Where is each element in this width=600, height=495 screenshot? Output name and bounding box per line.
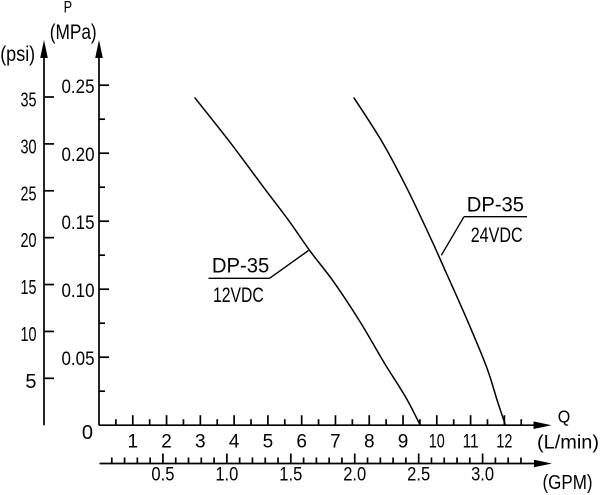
gpm-tick-label: 2.0: [343, 465, 366, 486]
origin-label: 0: [82, 422, 93, 444]
mpa-axis-arrow: [95, 40, 103, 58]
series-curve-12vdc: [194, 96, 421, 426]
lmin-tick-label: 1: [127, 432, 138, 453]
axis-title-gpm: (GPM): [543, 472, 593, 494]
lmin-tick-label: 7: [330, 432, 341, 453]
psi-tick-label: 30: [21, 136, 37, 158]
lmin-tick-label: 9: [398, 432, 409, 453]
mpa-tick-label: 0.10: [62, 281, 95, 302]
lmin-tick-label: 6: [296, 432, 307, 453]
gpm-tick-label: 2.5: [407, 465, 430, 486]
psi-tick-label: 10: [21, 324, 37, 346]
mpa-tick-label: 0.20: [62, 145, 95, 166]
axis-title-lmin: (L/min): [537, 433, 599, 454]
psi-axis-arrow: [40, 40, 48, 58]
gpm-tick-label: 1.5: [279, 465, 302, 486]
lmin-tick-label: 3: [195, 432, 206, 453]
callout-leader-24vdc: [440, 216, 465, 256]
axis-title-mpa: (MPa): [50, 21, 97, 44]
callout-model-12vdc: DP-35: [212, 254, 269, 278]
lmin-axis-arrow: [533, 421, 552, 429]
mpa-tick-label: 0.05: [62, 349, 95, 370]
psi-tick-label: 5: [25, 371, 36, 393]
callout-leader-12vdc: [269, 249, 309, 279]
callout-model-24vdc: DP-35: [467, 192, 524, 216]
gpm-tick-label: 1.0: [215, 465, 238, 486]
mpa-tick-label: 0.25: [62, 77, 95, 98]
psi-tick-label: 25: [21, 183, 37, 205]
lmin-tick-label: 4: [229, 432, 240, 453]
callout-voltage-24vdc: 24VDC: [471, 223, 523, 247]
gpm-tick-label: 0.5: [151, 465, 174, 486]
lmin-tick-label: 10: [429, 432, 445, 453]
axis-title-p: P: [64, 0, 73, 17]
psi-tick-label: 20: [21, 230, 37, 252]
gpm-tick-label: 3.0: [471, 465, 494, 486]
axis-title-q: Q: [558, 407, 571, 427]
lmin-tick-label: 2: [161, 432, 172, 453]
axis-title-psi: (psi): [0, 43, 35, 66]
lmin-tick-label: 8: [364, 432, 375, 453]
lmin-tick-label: 11: [463, 432, 479, 453]
lmin-tick-label: 5: [263, 432, 274, 453]
series-curve-24vdc: [353, 97, 507, 426]
gpm-axis-arrow: [534, 459, 552, 468]
lmin-tick-label: 12: [496, 432, 512, 453]
mpa-tick-label: 0.15: [62, 213, 95, 234]
psi-tick-label: 15: [21, 277, 37, 299]
psi-tick-label: 35: [21, 90, 37, 112]
callout-voltage-12vdc: 12VDC: [213, 283, 264, 307]
